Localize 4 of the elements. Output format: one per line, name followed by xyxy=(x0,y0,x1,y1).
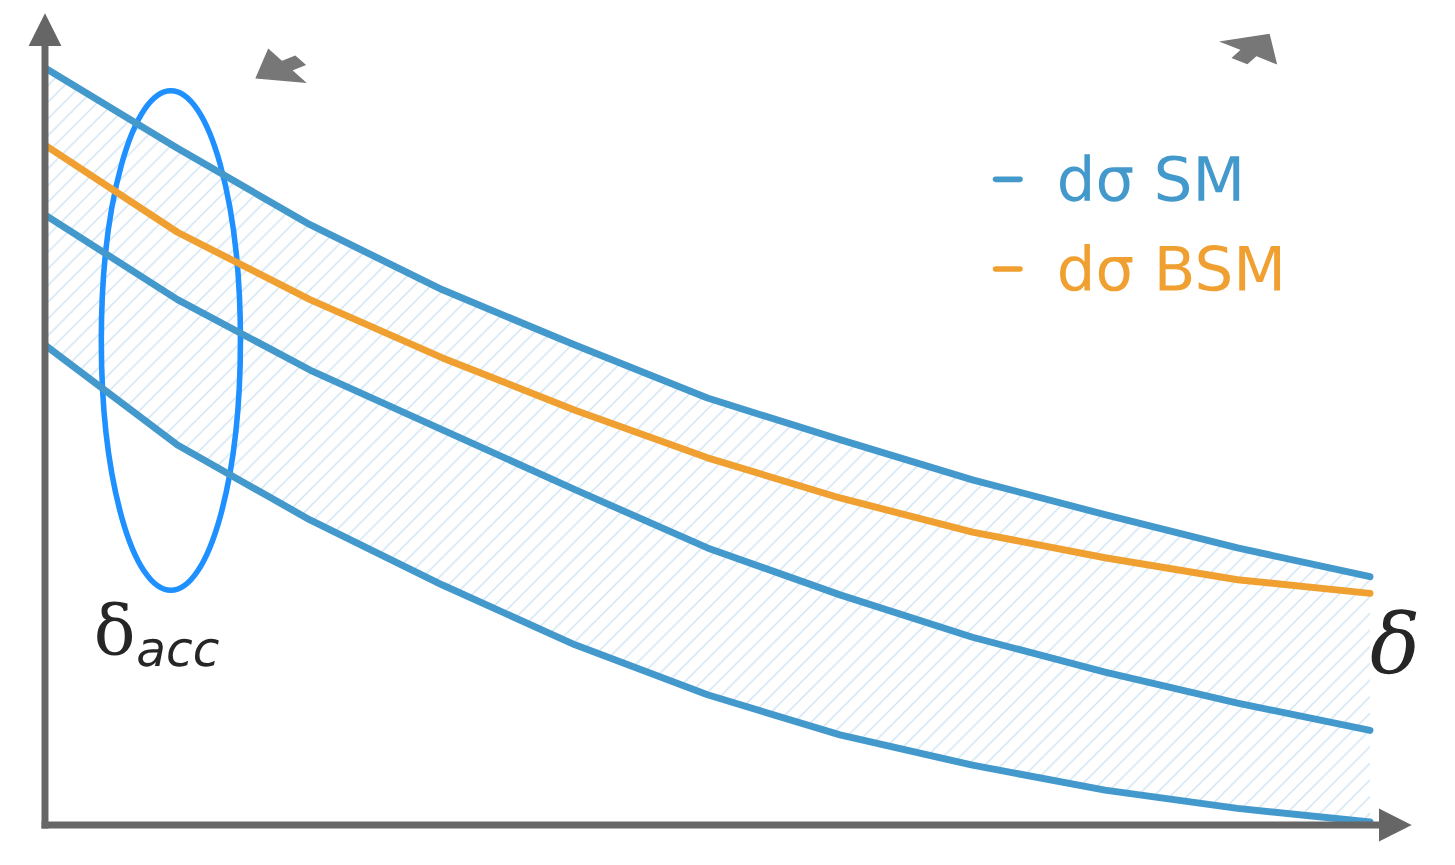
legend-label: dσ SM xyxy=(1060,154,1240,202)
legend-label: dσ BSM xyxy=(1060,244,1281,292)
annotation: δ$_{acc}$ xyxy=(97,601,219,667)
x-axis-title: δ xyxy=(1371,609,1417,675)
